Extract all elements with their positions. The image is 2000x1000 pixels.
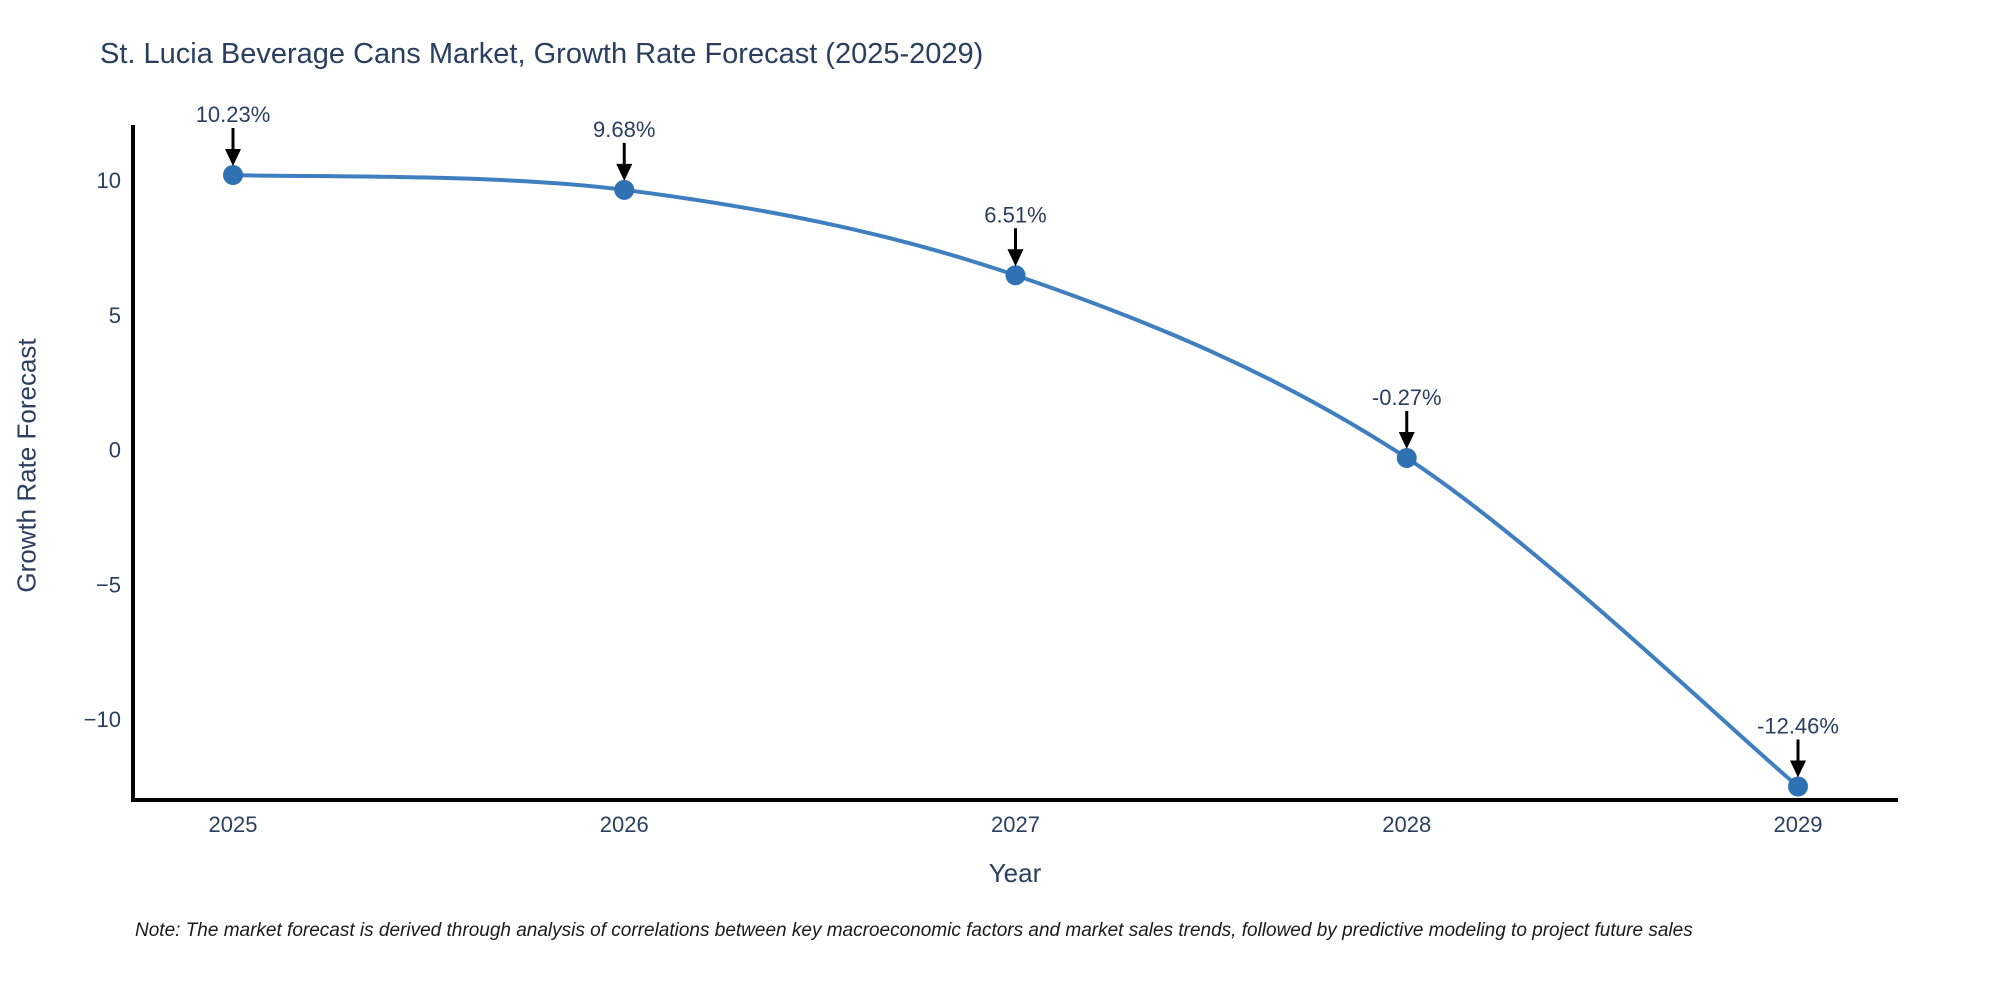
x-tick-label: 2027 bbox=[991, 812, 1040, 837]
y-tick-label: 10 bbox=[97, 168, 121, 193]
data-point-marker[interactable] bbox=[614, 179, 635, 200]
annotation-label: 10.23% bbox=[196, 102, 271, 127]
data-point-marker[interactable] bbox=[223, 165, 243, 186]
y-axis-title: Growth Rate Forecast bbox=[11, 338, 42, 593]
data-point-marker[interactable] bbox=[1396, 447, 1417, 468]
annotation-arrowhead bbox=[225, 149, 241, 167]
annotation-arrowhead bbox=[1398, 431, 1415, 449]
data-point-marker[interactable] bbox=[1005, 265, 1026, 286]
annotation-label: -12.46% bbox=[1757, 713, 1839, 738]
x-tick-label: 2028 bbox=[1382, 812, 1431, 837]
annotation-label: 6.51% bbox=[984, 202, 1046, 227]
annotation-label: 9.68% bbox=[593, 117, 655, 142]
y-tick-label: −5 bbox=[96, 572, 121, 597]
y-tick-label: 0 bbox=[109, 438, 121, 463]
annotation-arrowhead bbox=[616, 163, 633, 181]
y-tick-label: 5 bbox=[109, 303, 121, 328]
annotation-arrowhead bbox=[1007, 249, 1024, 267]
x-axis-title: Year bbox=[988, 858, 1042, 888]
curve-path bbox=[231, 173, 1800, 789]
annotation-arrowhead bbox=[1790, 760, 1806, 778]
x-tick-label: 2026 bbox=[600, 812, 649, 837]
x-tick-label: 2025 bbox=[209, 812, 258, 837]
chart-title: St. Lucia Beverage Cans Market, Growth R… bbox=[100, 38, 984, 70]
x-tick-label: 2029 bbox=[1774, 812, 1823, 837]
annotation-label: -0.27% bbox=[1372, 385, 1442, 410]
footnote-text: Note: The market forecast is derived thr… bbox=[135, 920, 1693, 941]
y-tick-label: −10 bbox=[84, 707, 121, 732]
data-point-marker[interactable] bbox=[1788, 776, 1808, 797]
